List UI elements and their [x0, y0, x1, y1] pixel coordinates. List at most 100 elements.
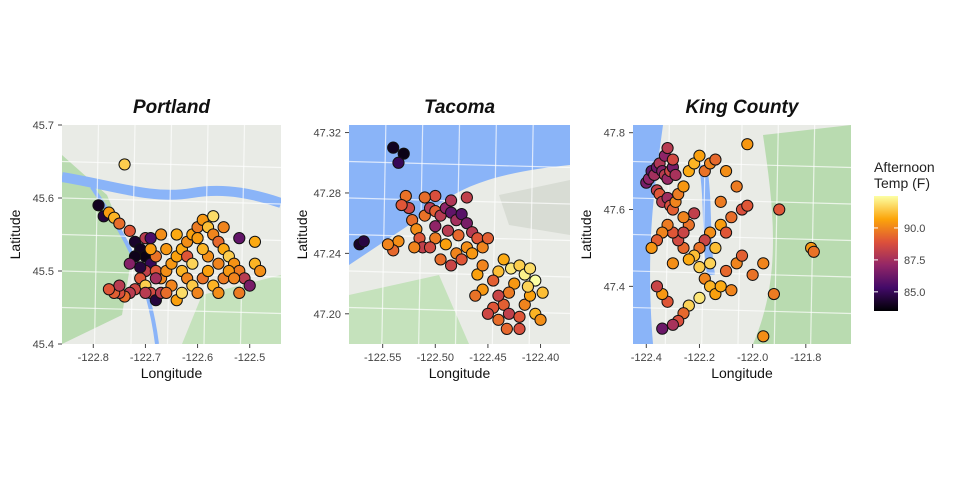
data-point: [807, 245, 820, 258]
x-axis-label: Longitude: [141, 365, 203, 381]
data-point: [439, 238, 452, 251]
panel-title: Tacoma: [424, 97, 496, 118]
data-point: [502, 286, 516, 299]
data-point: [160, 243, 173, 256]
data-point: [650, 280, 664, 293]
panel-0: Portland -122.8 -122.7 -122.6 -122.5 45.4 45.5…: [7, 97, 281, 381]
data-point: [669, 168, 682, 182]
x-axis-label: Longitude: [429, 365, 491, 381]
data-point: [191, 232, 204, 245]
map-background: [349, 125, 570, 344]
data-point: [513, 322, 526, 335]
data-point: [773, 203, 786, 216]
data-point: [441, 224, 455, 237]
data-point: [113, 279, 126, 292]
data-point: [677, 226, 690, 239]
data-point: [481, 232, 495, 245]
data-point: [423, 241, 437, 254]
data-point: [170, 228, 183, 241]
data-point: [196, 243, 209, 256]
data-point: [536, 286, 549, 299]
y-tick-label: 45.7: [33, 120, 54, 132]
data-point: [212, 257, 225, 270]
data-point: [455, 253, 468, 266]
data-point: [387, 141, 400, 154]
data-point: [476, 241, 489, 254]
x-axis-label: Longitude: [711, 365, 773, 381]
y-tick-label: 45.4: [33, 339, 54, 351]
y-tick-label: 45.6: [33, 193, 54, 205]
x-tick-label: -122.50: [417, 352, 454, 364]
data-point: [757, 330, 770, 343]
data-point: [201, 264, 215, 278]
data-point: [227, 272, 241, 285]
data-point: [666, 153, 679, 166]
data-point: [429, 220, 442, 233]
data-point: [455, 208, 468, 221]
data-point: [160, 286, 173, 299]
data-point: [207, 210, 220, 223]
data-point: [677, 180, 690, 193]
x-tick-label: -122.2: [684, 352, 715, 364]
points: [92, 158, 267, 307]
x-tick-label: -122.5: [234, 352, 265, 364]
data-point: [92, 199, 105, 212]
points: [353, 141, 549, 335]
data-point: [212, 286, 225, 299]
data-point: [709, 241, 722, 255]
data-point: [476, 259, 489, 272]
data-point: [693, 261, 706, 274]
data-point: [741, 138, 754, 151]
data-point: [397, 147, 410, 160]
data-point: [429, 232, 442, 245]
data-point: [666, 257, 679, 270]
data-point: [139, 286, 152, 299]
x-tick-label: -122.4: [631, 352, 662, 364]
data-point: [709, 153, 722, 166]
data-point: [134, 261, 147, 274]
data-point: [725, 211, 738, 224]
data-point: [730, 180, 743, 193]
data-point: [466, 247, 479, 260]
y-tick-label: 47.8: [604, 128, 625, 140]
data-point: [418, 191, 431, 204]
y-tick-label: 47.24: [313, 248, 341, 260]
data-point: [693, 291, 706, 304]
legend-colorbar: [874, 196, 898, 311]
data-point: [175, 286, 189, 299]
data-point: [513, 310, 526, 323]
data-point: [714, 280, 727, 293]
data-point: [460, 217, 473, 230]
data-point: [703, 257, 717, 270]
data-point: [502, 307, 516, 320]
data-point: [243, 279, 256, 292]
data-point: [429, 189, 442, 203]
data-point: [682, 253, 695, 266]
x-tick-label: -122.40: [522, 352, 559, 364]
data-point: [688, 207, 701, 220]
data-point: [735, 249, 749, 262]
y-tick-label: 47.4: [604, 281, 625, 293]
data-point: [497, 253, 510, 266]
data-point: [746, 268, 759, 281]
y-tick-label: 47.20: [313, 309, 341, 321]
data-point: [217, 221, 230, 234]
y-tick-label: 47.32: [313, 128, 341, 140]
y-tick-label: 47.6: [604, 205, 625, 217]
x-tick-label: -122.7: [130, 352, 161, 364]
data-point: [123, 224, 136, 237]
data-point: [492, 313, 505, 326]
data-point: [118, 158, 131, 171]
data-point: [254, 264, 267, 278]
data-point: [452, 229, 465, 242]
data-point: [508, 277, 521, 290]
data-point: [113, 217, 126, 230]
data-point: [444, 259, 458, 272]
legend-tick-label: 85.0: [904, 287, 925, 299]
panel-2: King County -122.4 -122.2 -122.0 -121.8 47.4 4…: [578, 97, 851, 381]
data-point: [144, 232, 157, 245]
data-point: [656, 322, 669, 335]
panel-title: Portland: [133, 97, 210, 118]
data-point: [102, 283, 116, 296]
